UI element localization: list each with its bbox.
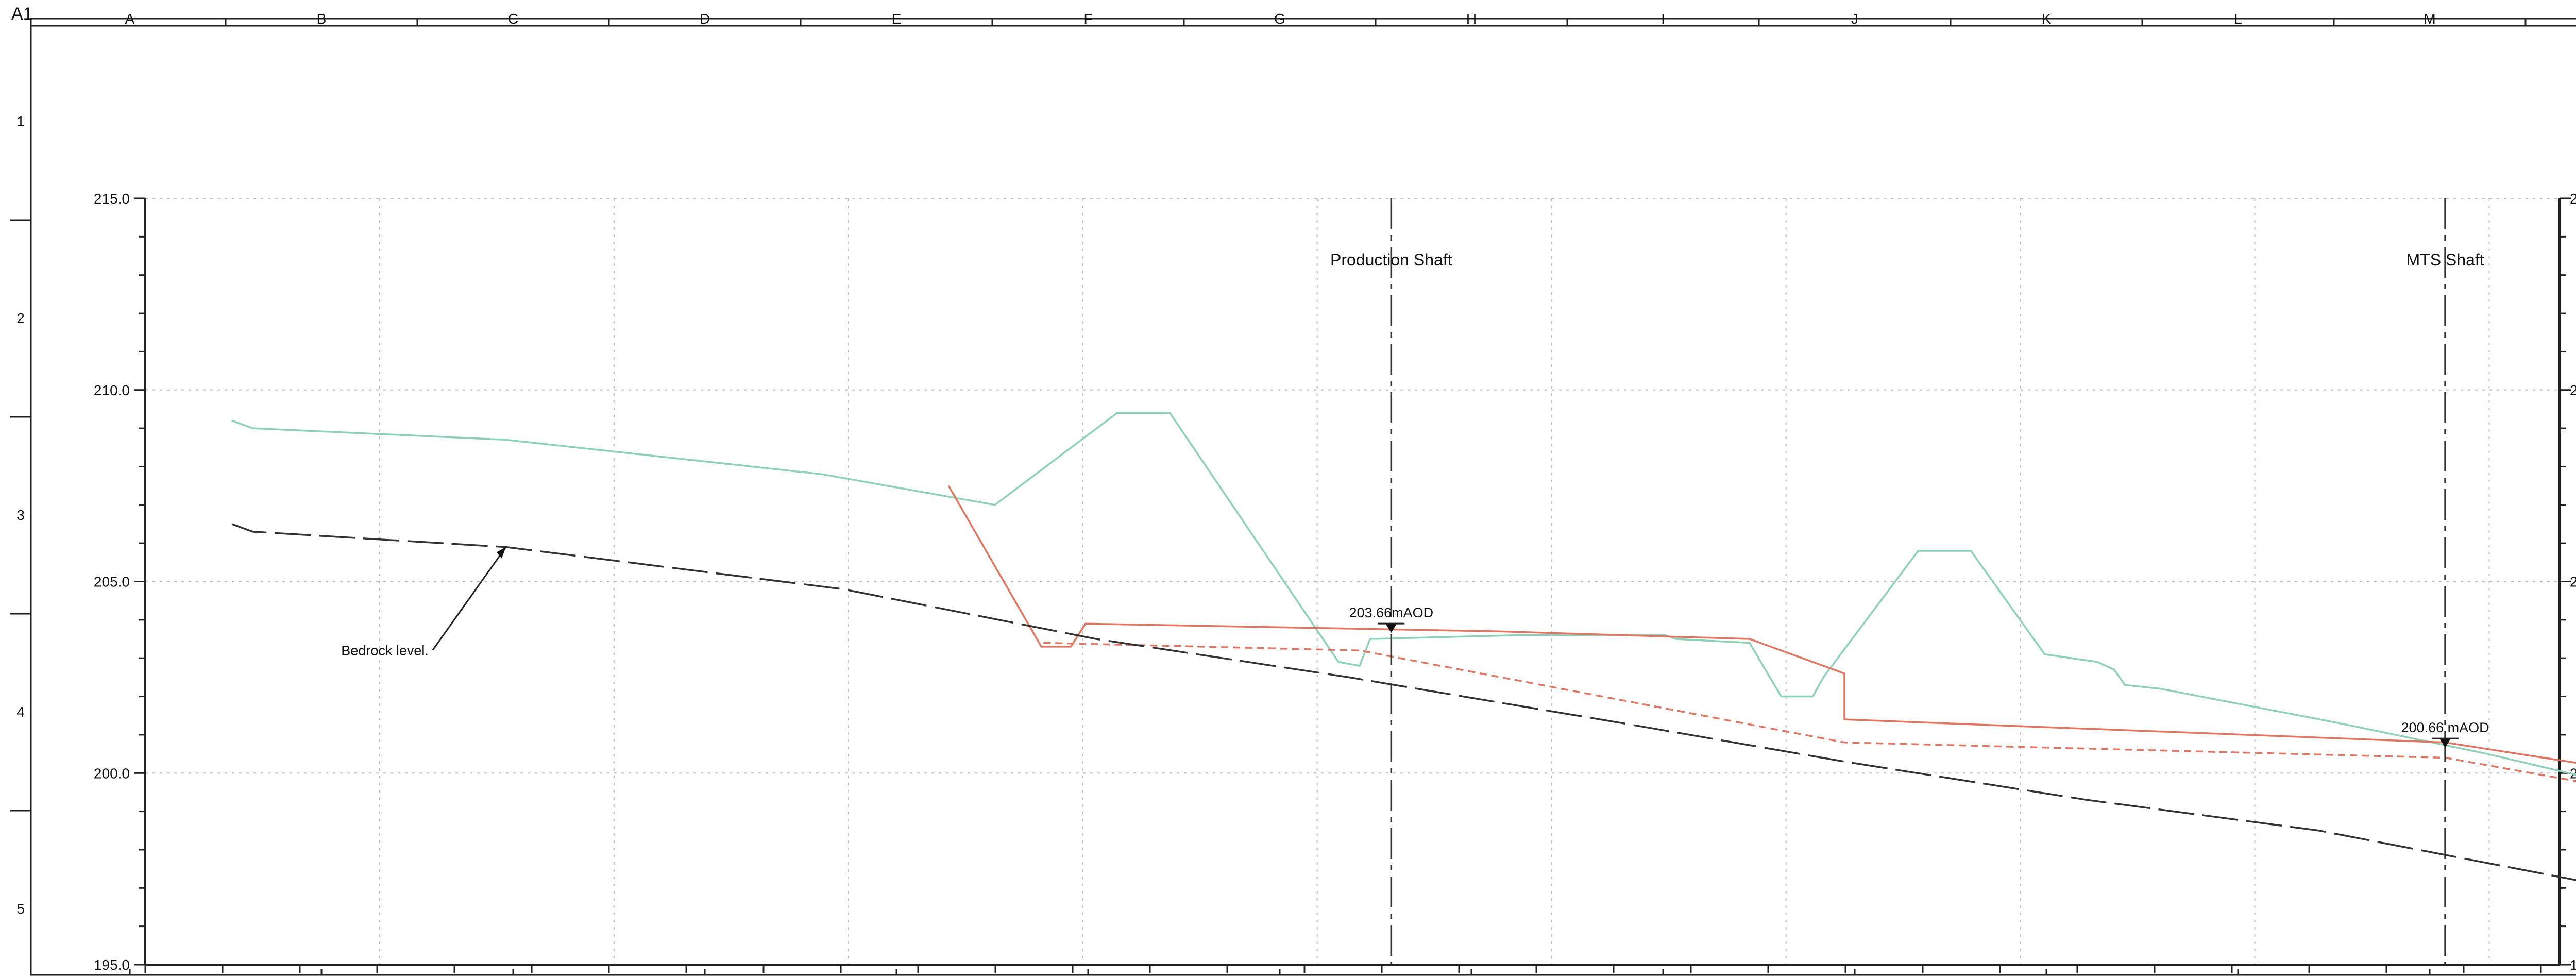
series-line-bedrock [231, 523, 2576, 881]
column-label: L [2234, 11, 2242, 27]
y-tick-label-left: 205.0 [94, 574, 130, 590]
column-label: G [1274, 11, 1285, 27]
y-tick-label-left: 210.0 [94, 382, 130, 398]
series-line-ground [231, 412, 2576, 776]
column-label: J [1851, 11, 1858, 27]
level-marker-icon [1385, 624, 1397, 633]
row-label: 2 [16, 310, 25, 326]
row-label: 1 [16, 113, 25, 129]
y-tick-label-left: 195.0 [94, 957, 130, 973]
row-label: 3 [16, 507, 25, 523]
level-label: 203.66mAOD [1349, 605, 1434, 620]
column-label: M [2424, 11, 2435, 27]
column-label: E [892, 11, 902, 27]
sheet-reference-labels: ABCDEFGHIJKLMN12345 [10, 11, 2527, 975]
long-section-plot: 215.0215.0210.0210.0205.0205.0200.0200.0… [94, 191, 2576, 973]
column-label: I [1661, 11, 1665, 27]
y-tick-label-left: 200.0 [94, 765, 130, 781]
series-line-red-dash [1043, 642, 2576, 782]
sheet-size-label: A1 [11, 4, 33, 24]
level-marker-icon [2439, 738, 2451, 748]
column-label: B [317, 11, 327, 27]
y-tick-label-right: 210.0 [2570, 382, 2576, 398]
row-label: 5 [16, 901, 25, 917]
callout-leader [432, 546, 507, 651]
callout-arrowhead-icon [496, 547, 506, 559]
column-label: C [508, 11, 518, 27]
row-label: 4 [16, 704, 25, 720]
y-tick-label-right: 215.0 [2570, 191, 2576, 207]
column-label: F [1083, 11, 1092, 27]
shaft-label: Production Shaft [1330, 250, 1452, 269]
column-label: A [125, 11, 135, 27]
y-tick-label-right: 195.0 [2570, 957, 2576, 973]
column-label: D [700, 11, 710, 27]
column-label: K [2042, 11, 2052, 27]
shaft-label: MTS Shaft [2406, 250, 2484, 269]
column-label: H [1466, 11, 1477, 27]
y-tick-label-left: 215.0 [94, 191, 130, 207]
series-line-red [947, 485, 2576, 764]
sheet-frame [30, 18, 2576, 976]
callout-label: Bedrock level. [341, 643, 429, 659]
y-tick-label-right: 205.0 [2570, 574, 2576, 590]
level-label: 200.66 mAOD [2401, 720, 2489, 735]
